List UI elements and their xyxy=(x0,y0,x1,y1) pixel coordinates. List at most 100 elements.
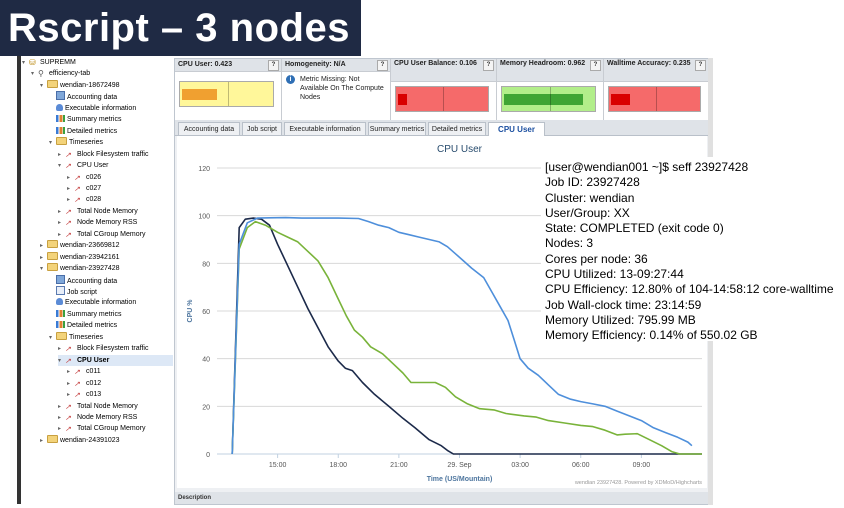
tree-item-label: wendian-23927428 xyxy=(60,265,120,273)
expand-toggle-icon[interactable]: ▸ xyxy=(67,392,71,399)
tree-item[interactable]: ▸ ↗ c027 xyxy=(67,183,173,194)
tree-item[interactable]: ▸ ↗ Block Filesystem traffic xyxy=(58,149,173,160)
help-icon[interactable]: ? xyxy=(695,60,706,71)
tree-item[interactable]: ▾ ⚲ efficiency-tab xyxy=(31,68,173,79)
tree-item[interactable]: Executable information xyxy=(49,297,173,308)
tree-item-label: Node Memory RSS xyxy=(77,219,138,227)
tree-item[interactable]: ▸ ↗ c013 xyxy=(67,389,173,400)
tree-item[interactable]: ▸ wendian-24391023 xyxy=(40,434,173,446)
expand-toggle-icon[interactable]: ▸ xyxy=(67,174,71,181)
tree-item[interactable]: ▾ ↗ CPU User xyxy=(58,160,173,171)
timeseries-icon: ↗ xyxy=(74,369,80,377)
help-icon[interactable]: ? xyxy=(377,60,388,71)
tree-item[interactable]: Accounting data xyxy=(49,274,173,286)
expand-toggle-icon[interactable]: ▸ xyxy=(58,208,62,215)
seff-line: CPU Utilized: 13-09:27:44 xyxy=(545,267,684,282)
executable-icon xyxy=(56,298,63,306)
tree-item[interactable]: ▾ Timeseries xyxy=(49,331,173,343)
timeseries-icon: ↗ xyxy=(65,220,71,228)
tree-item[interactable]: Job script xyxy=(49,286,173,297)
tree-item[interactable]: ▾ wendian-23927428 xyxy=(40,263,173,274)
summary-cell-title: Walltime Accuracy: 0.235? xyxy=(604,59,708,82)
help-icon[interactable]: ? xyxy=(268,60,279,71)
expand-toggle-icon[interactable]: ▾ xyxy=(58,163,62,170)
expand-toggle-icon[interactable]: ▸ xyxy=(58,231,62,238)
timeseries-icon: ↗ xyxy=(65,403,71,411)
tree-item[interactable]: Detailed metrics xyxy=(49,126,173,137)
tree-item[interactable]: ▸ wendian-23942161 xyxy=(40,251,173,263)
expand-toggle-icon[interactable]: ▸ xyxy=(40,254,44,261)
tree-item[interactable]: ▸ ↗ c028 xyxy=(67,194,173,205)
tab-executable-information[interactable]: Executable information xyxy=(284,122,366,135)
expand-toggle-icon[interactable]: ▸ xyxy=(58,403,62,410)
timeseries-icon: ↗ xyxy=(74,197,80,205)
expand-toggle-icon[interactable]: ▾ xyxy=(22,60,26,66)
tree-item[interactable]: Detailed metrics xyxy=(49,320,173,331)
seff-line: State: COMPLETED (exit code 0) xyxy=(545,221,724,236)
expand-toggle-icon[interactable]: ▸ xyxy=(58,220,62,227)
summary-cell-title: CPU User Balance: 0.106? xyxy=(391,59,496,82)
summary-cell: Walltime Accuracy: 0.235? xyxy=(604,59,709,121)
timeseries-icon: ↗ xyxy=(74,392,80,400)
expand-toggle-icon[interactable]: ▸ xyxy=(67,197,71,204)
help-icon[interactable]: ? xyxy=(483,60,494,71)
help-icon[interactable]: ? xyxy=(590,60,601,71)
expand-toggle-icon[interactable]: ▾ xyxy=(40,82,44,89)
seff-line: Job Wall-clock time: 23:14:59 xyxy=(545,297,702,312)
expand-toggle-icon[interactable]: ▸ xyxy=(67,369,71,376)
tree-item[interactable]: Accounting data xyxy=(49,91,173,102)
tree-item[interactable]: Summary metrics xyxy=(49,114,173,125)
tree-item[interactable]: ▸ ↗ Node Memory RSS xyxy=(58,412,173,423)
tree-item[interactable]: Executable information xyxy=(49,103,173,114)
tree-item[interactable]: ▸ ↗ Block Filesystem traffic xyxy=(58,343,173,354)
expand-toggle-icon[interactable]: ▾ xyxy=(40,266,44,273)
expand-toggle-icon[interactable]: ▸ xyxy=(40,243,44,250)
timeseries-icon: ↗ xyxy=(65,163,71,171)
expand-toggle-icon[interactable]: ▸ xyxy=(58,346,62,353)
tree-item[interactable]: ▸ ↗ Total CGroup Memory xyxy=(58,229,173,240)
expand-toggle-icon[interactable]: ▸ xyxy=(67,380,71,387)
expand-toggle-icon[interactable]: ▾ xyxy=(31,71,35,78)
tree-item[interactable]: Summary metrics xyxy=(49,309,173,320)
tree-item[interactable]: ▸ ↗ Node Memory RSS xyxy=(58,217,173,228)
tree-item[interactable]: ▾ Timeseries xyxy=(49,137,173,148)
tab-accounting-data[interactable]: Accounting data xyxy=(178,122,240,135)
tab-job-script[interactable]: Job script xyxy=(242,122,282,135)
tree-item-label: wendian-18672498 xyxy=(60,81,120,89)
tree-item-label: c028 xyxy=(86,196,102,204)
tab-detailed-metrics[interactable]: Detailed metrics xyxy=(428,122,486,135)
tab-summary-metrics[interactable]: Summary metrics xyxy=(368,122,426,135)
tree-item[interactable]: ▸ ↗ c011 xyxy=(67,366,173,377)
tree-item-label: wendian-23669812 xyxy=(60,242,120,250)
tree-item[interactable]: ▸ ↗ Total Node Memory xyxy=(58,206,173,217)
expand-toggle-icon[interactable]: ▸ xyxy=(58,414,62,421)
tree-item-label: Total Node Memory xyxy=(77,207,138,215)
seff-line: Memory Efficiency: 0.14% of 550.02 GB xyxy=(545,328,758,343)
expand-toggle-icon[interactable]: ▾ xyxy=(49,334,53,341)
summary-cell-title: CPU User: 0.423? xyxy=(175,59,281,72)
expand-toggle-icon[interactable]: ▾ xyxy=(58,357,62,364)
expand-toggle-icon[interactable]: ▾ xyxy=(49,140,53,147)
tree-item[interactable]: ▸ ↗ c026 xyxy=(67,172,173,183)
tree-item[interactable]: ▾ ↗ CPU User xyxy=(58,354,173,366)
search-icon: ⚲ xyxy=(38,69,44,79)
expand-toggle-icon[interactable]: ▸ xyxy=(58,426,62,433)
metric-missing-message: Metric Missing: Not Available On The Com… xyxy=(300,76,384,101)
tab-cpu-user[interactable]: CPU User xyxy=(488,122,545,136)
folder-icon xyxy=(47,263,58,272)
tree-item[interactable]: ▸ wendian-23669812 xyxy=(40,240,173,251)
tree-item-label: c013 xyxy=(86,391,102,399)
x-tick-label: 15:00 xyxy=(269,462,287,469)
tree-item[interactable]: ▾ ⛁ SUPREMM xyxy=(22,57,173,68)
expand-toggle-icon[interactable]: ▸ xyxy=(58,151,62,158)
tree-item-label: c027 xyxy=(86,184,102,192)
expand-toggle-icon[interactable]: ▸ xyxy=(67,185,71,192)
tree-item[interactable]: ▸ ↗ Total CGroup Memory xyxy=(58,423,173,434)
description-header[interactable]: Description xyxy=(175,492,709,504)
tree-item[interactable]: ▸ ↗ c012 xyxy=(67,378,173,389)
summary-cell-title-text: Memory Headroom: 0.962 xyxy=(500,60,586,67)
expand-toggle-icon[interactable]: ▸ xyxy=(40,437,44,444)
y-tick-label: 100 xyxy=(198,214,210,221)
tree-item[interactable]: ▸ ↗ Total Node Memory xyxy=(58,401,173,412)
tree-item[interactable]: ▾ wendian-18672498 xyxy=(40,79,173,91)
